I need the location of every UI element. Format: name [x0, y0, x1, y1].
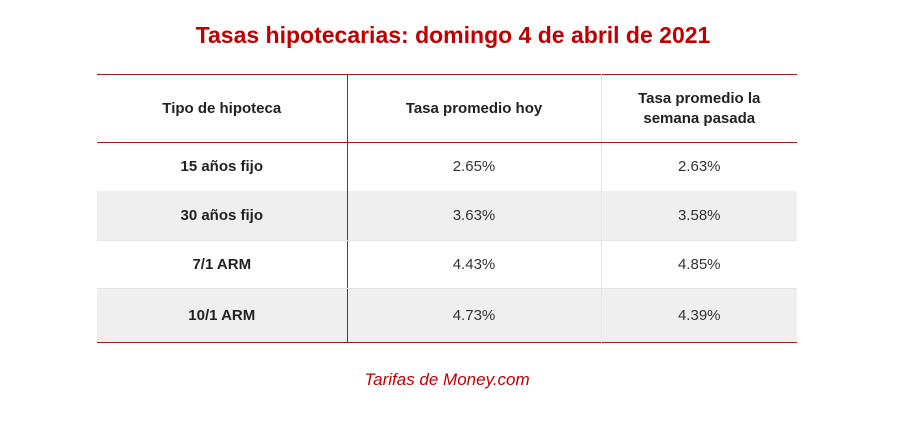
rate-cell: 3.63%	[347, 190, 602, 241]
rate-cell: 2.65%	[347, 142, 602, 191]
table-row: 10/1 ARM 4.73% 4.39%	[97, 288, 797, 342]
row-label: 30 años fijo	[97, 190, 348, 241]
table-header: Tipo de hipoteca Tasa promedio hoy Tasa pr…	[97, 74, 797, 143]
rates-table: Tipo de hipoteca Tasa promedio hoy Tasa pr…	[97, 74, 797, 343]
column-header: Tasa promedio hoy	[347, 74, 602, 143]
table-row: 15 años fijo 2.65% 2.63%	[97, 142, 797, 191]
rate-cell: 4.39%	[601, 288, 797, 342]
header-row: Tipo de hipoteca Tasa promedio hoy Tasa pr…	[97, 74, 797, 143]
rate-cell: 4.73%	[347, 288, 602, 342]
column-header: Tipo de hipoteca	[97, 74, 348, 143]
row-label: 10/1 ARM	[97, 288, 348, 342]
table-body: 15 años fijo 2.65% 2.63% 30 años fijo 3.63% 3…	[97, 142, 797, 342]
column-header: Tasa promedio la semana pasada	[601, 74, 797, 143]
row-label: 15 años fijo	[97, 142, 348, 191]
table-row: 7/1 ARM 4.43% 4.85%	[97, 240, 797, 289]
title: Tasas hipotecarias: domingo 4 de abril d…	[195, 22, 711, 48]
rate-cell: 4.43%	[347, 240, 602, 289]
rate-cell: 4.85%	[601, 240, 797, 289]
table-row: 30 años fijo 3.63% 3.58%	[97, 190, 797, 241]
rate-cell: 2.63%	[677, 158, 721, 176]
source: Tarifas de Money.com	[364, 370, 530, 389]
rate-cell: 3.58%	[601, 190, 797, 241]
row-label: 7/1 ARM	[97, 240, 348, 289]
